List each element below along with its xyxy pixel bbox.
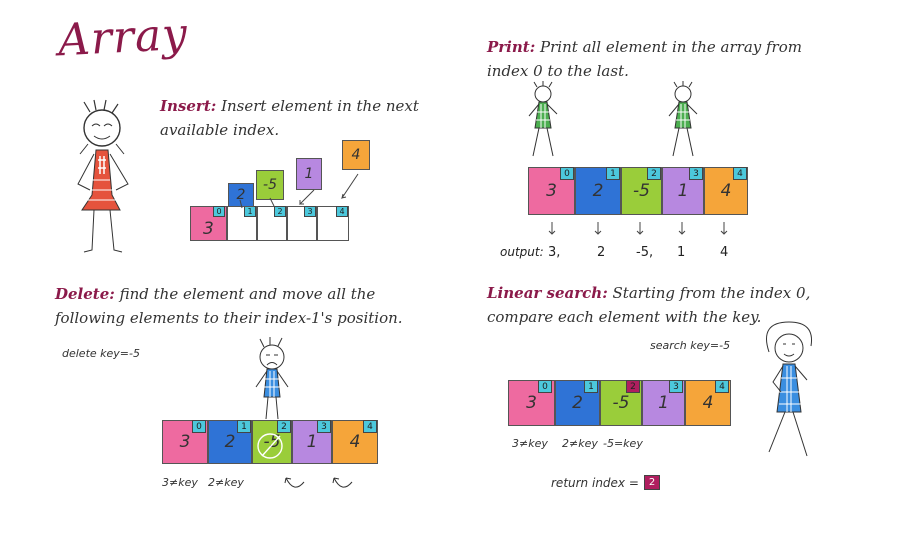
delete-index-2: 2: [277, 420, 291, 433]
print-output-1: 2: [597, 245, 606, 260]
search-compare-1: 3≠key: [512, 437, 548, 450]
insert-index-3: 3: [304, 206, 316, 217]
search-index-1: 1: [584, 380, 598, 393]
search-index-3: 3: [669, 380, 683, 393]
shift-left-arrows: [284, 477, 353, 488]
walking-girl-figure-2: [668, 81, 698, 157]
delete-text-line2: following elements to their index-1's po…: [55, 309, 403, 327]
delete-key-note: delete key=-5: [62, 347, 140, 360]
insert-description: Insert: Insert element in the next avail…: [160, 94, 460, 142]
insert-heading: Insert:: [160, 97, 217, 115]
print-index-4: 4: [733, 167, 747, 180]
print-output-label: output:: [500, 245, 544, 259]
search-text-line2: compare each element with the key.: [487, 308, 762, 326]
search-heading: Linear search:: [487, 284, 608, 302]
print-output-0: 3,: [548, 245, 561, 260]
delete-index-3: 3: [317, 420, 331, 433]
print-description: Print: Print all element in the array fr…: [487, 35, 817, 83]
insert-cell-4: [317, 206, 349, 241]
print-index-1: 1: [606, 167, 620, 180]
walking-girl-figure-1: [528, 81, 558, 157]
print-index-3: 3: [689, 167, 703, 180]
print-cell-4: 4: [704, 167, 748, 215]
thinking-girl-figure: [766, 321, 813, 457]
insert-text-line1: Insert element in the next: [221, 97, 419, 115]
print-text-line2: index 0 to the last.: [487, 62, 629, 80]
print-heading: Print:: [487, 38, 536, 56]
print-output-4: 4: [720, 245, 729, 260]
insert-index-2: 2: [274, 206, 286, 217]
print-text-line1: Print all element in the array from: [540, 38, 802, 56]
print-output-2: -5,: [636, 245, 654, 260]
insert-index-0: 0: [213, 206, 225, 217]
page-title: Array: [56, 8, 190, 67]
delete-text-line1: find the element and move all the: [119, 285, 376, 303]
delete-crossout-mark: [257, 433, 283, 459]
search-index-4: 4: [715, 380, 729, 393]
insert-floating-neg5: -5: [256, 170, 284, 200]
delete-heading: Delete:: [55, 285, 115, 303]
search-key-note: search key=-5: [650, 339, 731, 352]
print-index-2: 2: [647, 167, 661, 180]
insert-floating-4: 4: [342, 140, 370, 170]
delete-compare-2: 2≠key: [208, 476, 244, 489]
delete-index-0: 0: [192, 420, 206, 433]
search-index-0: 0: [538, 380, 552, 393]
insert-arrows: [239, 173, 359, 209]
sad-girl-figure: [255, 337, 289, 420]
search-compare-2: 2≠key: [562, 437, 598, 450]
insert-floating-2: 2: [228, 183, 254, 207]
delete-description: Delete: find the element and move all th…: [55, 282, 425, 330]
search-compare-3: -5=key: [603, 437, 643, 450]
search-description: Linear search: Starting from the index 0…: [487, 281, 817, 329]
return-index-value: 2: [644, 475, 660, 490]
delete-index-4: 4: [363, 420, 377, 433]
stick-girl-figure: [77, 99, 129, 253]
search-cell-1: 2: [555, 380, 600, 426]
print-index-0: 0: [560, 167, 574, 180]
insert-text-line2: available index.: [160, 121, 280, 139]
print-output-3: 1: [677, 245, 686, 260]
insert-base-value: 3: [203, 219, 214, 239]
print-down-arrows: [548, 222, 728, 235]
search-text-line1: Starting from the index 0,: [612, 284, 811, 302]
delete-index-1: 1: [237, 420, 251, 433]
return-index-label: return index =: [551, 476, 639, 490]
delete-compare-1: 3≠key: [162, 476, 198, 489]
insert-floating-1: 1: [296, 158, 322, 190]
insert-index-4: 4: [336, 206, 348, 217]
search-index-2-match: 2: [626, 380, 640, 393]
